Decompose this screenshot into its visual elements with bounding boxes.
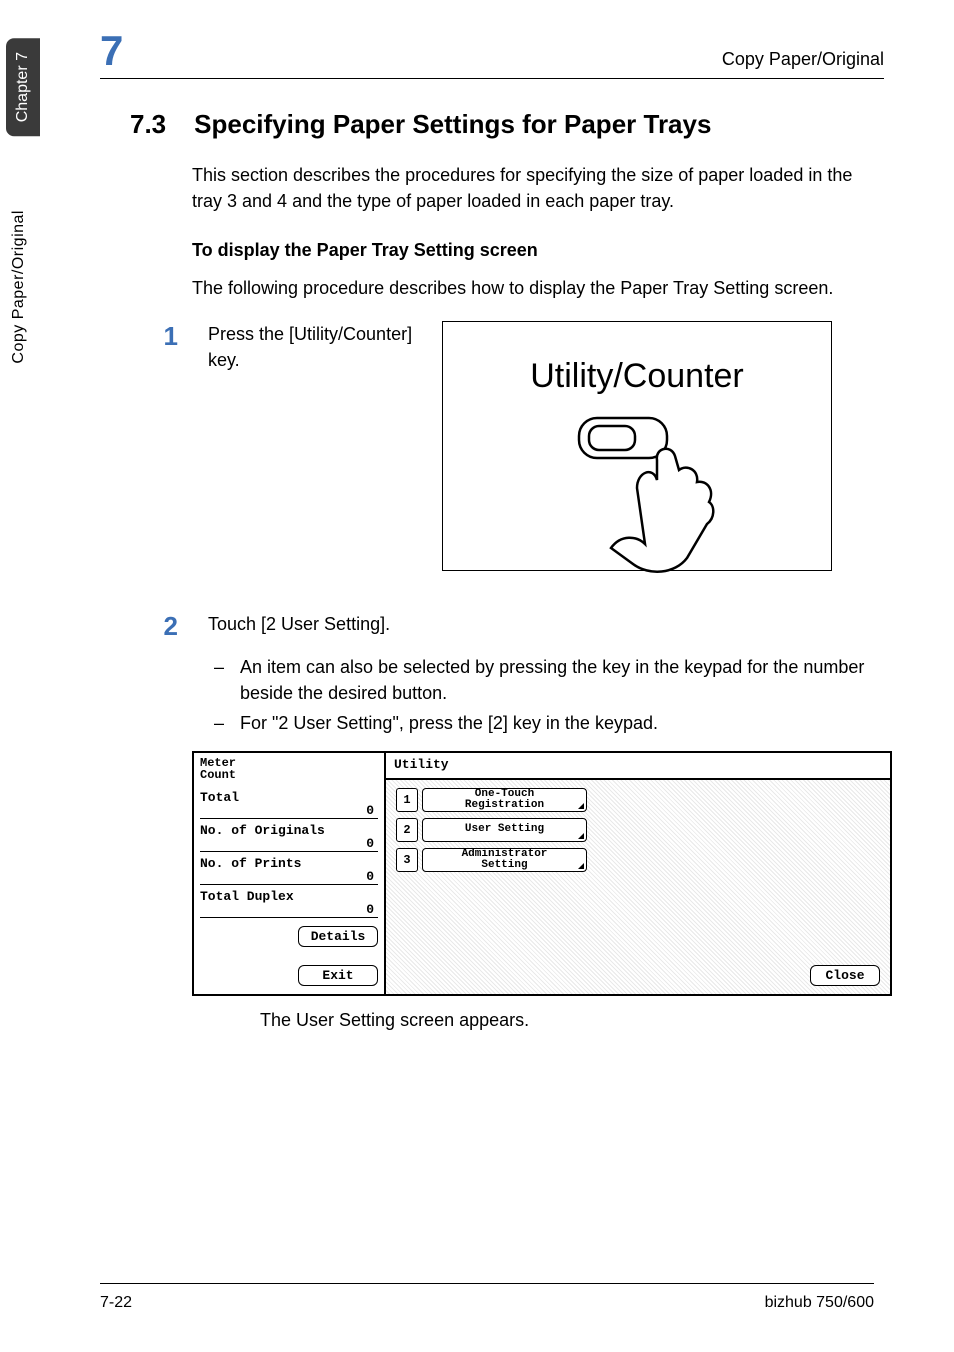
section-number: 7.3 (130, 109, 166, 140)
menu-one-touch[interactable]: 1 One-Touch Registration (396, 788, 880, 812)
details-button[interactable]: Details (298, 926, 378, 947)
utility-counter-label: Utility/Counter (463, 352, 811, 401)
step-2: 2 Touch [2 User Setting]. (130, 611, 874, 642)
footer-model: bizhub 750/600 (765, 1294, 874, 1312)
menu-user-setting[interactable]: 2 User Setting (396, 818, 880, 842)
menu-user-setting-text: User Setting (465, 824, 544, 835)
menu-label-one-touch: One-Touch Registration (422, 788, 587, 812)
step-1-text: Press the [Utility/Counter] key. (208, 321, 418, 373)
subsection-heading: To display the Paper Tray Setting screen (192, 240, 874, 261)
step-2-bullet-1: An item can also be selected by pressing… (240, 654, 874, 706)
utility-screen: Meter Count Total 0 No. of Originals 0 N… (192, 751, 892, 996)
corner-icon (578, 833, 584, 839)
step-1: 1 Press the [Utility/Counter] key. Utili… (130, 321, 874, 571)
menu-num-3: 3 (396, 848, 418, 872)
section-heading: 7.3 Specifying Paper Settings for Paper … (130, 109, 874, 140)
section-title: Specifying Paper Settings for Paper Tray… (194, 109, 711, 140)
meter-count-title: Meter Count (200, 757, 378, 782)
step-2-subitems: – An item can also be selected by pressi… (214, 654, 874, 736)
utility-panel-title: Utility (386, 753, 890, 780)
page-header: 7 Copy Paper/Original (100, 30, 884, 79)
meter-total-value: 0 (200, 803, 378, 819)
running-title: Copy Paper/Original (722, 49, 884, 70)
meter-count-panel: Meter Count Total 0 No. of Originals 0 N… (194, 753, 386, 994)
step-2-text: Touch [2 User Setting]. (208, 611, 874, 637)
step-2-bullet-2: For "2 User Setting", press the [2] key … (240, 710, 658, 736)
meter-total: Total 0 (200, 790, 378, 819)
page-number: 7-22 (100, 1294, 132, 1312)
page-footer: 7-22 bizhub 750/600 (100, 1283, 874, 1312)
section-intro: This section describes the procedures fo… (192, 162, 874, 214)
meter-title-l2: Count (200, 768, 236, 782)
menu-one-touch-l2: Registration (465, 799, 544, 811)
step-1-number: 1 (148, 321, 178, 571)
meter-duplex-value: 0 (200, 902, 378, 918)
meter-originals: No. of Originals 0 (200, 823, 378, 852)
step-2-number: 2 (148, 611, 178, 642)
chapter-number: 7 (100, 30, 123, 72)
utility-menu-area: 1 One-Touch Registration 2 User Sett (386, 780, 890, 994)
dash-icon: – (214, 654, 228, 706)
corner-icon (578, 803, 584, 809)
utility-panel: Utility 1 One-Touch Registration (386, 753, 890, 994)
menu-admin-setting[interactable]: 3 Administrator Setting (396, 848, 880, 872)
meter-prints: No. of Prints 0 (200, 856, 378, 885)
key-press-icon (537, 408, 737, 578)
menu-num-2: 2 (396, 818, 418, 842)
corner-icon (578, 863, 584, 869)
menu-admin-l2: Setting (481, 859, 527, 871)
menu-num-1: 1 (396, 788, 418, 812)
meter-originals-value: 0 (200, 836, 378, 852)
exit-button[interactable]: Exit (298, 965, 378, 986)
subsection-paragraph: The following procedure describes how to… (192, 275, 874, 301)
utility-counter-illustration: Utility/Counter (442, 321, 832, 571)
close-button[interactable]: Close (810, 965, 880, 986)
dash-icon: – (214, 710, 228, 736)
menu-label-user-setting: User Setting (422, 818, 587, 842)
meter-duplex: Total Duplex 0 (200, 889, 378, 918)
meter-prints-value: 0 (200, 869, 378, 885)
menu-label-admin-setting: Administrator Setting (422, 848, 587, 872)
step-2-result: The User Setting screen appears. (260, 1010, 874, 1031)
